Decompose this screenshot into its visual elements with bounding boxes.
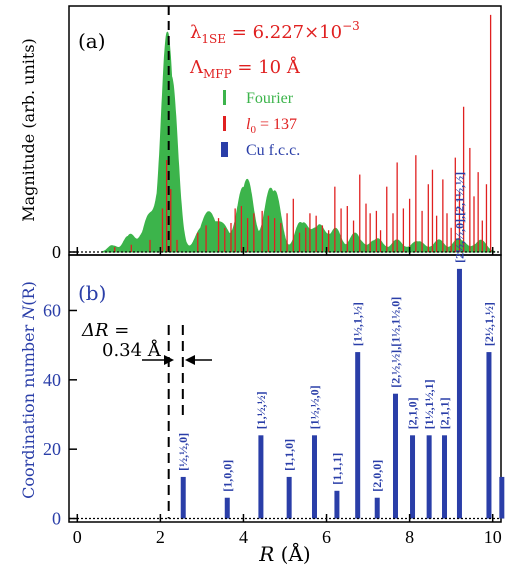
coordination-bar [410,435,416,519]
ylabel-italic: N [19,305,38,321]
panel-a-y-axis-label: Magnitude (arb. units) [19,38,38,222]
shell-label: [2,1,1] [438,397,452,429]
panel-a-x-ticks [76,247,494,255]
coordination-bar [499,476,505,519]
panel-b-y-tick-label: 40 [43,370,61,390]
x-axis-label: R (Å) [258,541,310,566]
mfp-value: = 10 Å [232,56,301,78]
coordination-bar [180,476,186,519]
coordination-bar [374,497,380,519]
panel-b-x-ticks: 0 2 4 6 8 10 [73,514,502,547]
lambda-value: = 6.227×10 [226,22,342,43]
panel-a-y-ticks: 0 [52,242,77,262]
lambda-symbol: λ [190,22,201,43]
legend-l0-main: l [246,116,251,133]
legend-swatch-cu [221,142,228,157]
panel-b-x-tick-label: 8 [405,527,414,547]
legend-swatch-fourier [223,90,226,105]
panel-b-label: (b) [78,281,106,305]
panel-b-x-tick-label: 4 [239,527,248,547]
lambda-subscript: 1SE [201,32,226,46]
legend: Fourier l0 = 137 Cu f.c.c. [221,90,300,159]
panel-b-y-tick-label: 60 [43,300,61,320]
delta-r-label-line1: ΔR = [81,320,129,341]
fourier-area [101,31,496,253]
lambda-exponent: −3 [342,19,360,33]
legend-l0-rest: = 137 [256,116,297,133]
panel-b-x-tick-label: 10 [484,527,502,547]
panel-a-y-tick-label: 0 [52,242,61,262]
fourier-series [101,31,496,253]
coordination-bar [442,435,448,519]
coordination-bar [258,435,264,519]
panel-b-y-tick-label: 20 [43,439,61,459]
mfp-subscript: MFP [203,67,232,81]
coordination-bars [180,268,505,519]
right-arrow-head [185,355,195,365]
panel-b-x-tick-label: 6 [322,527,331,547]
shell-labels: [½,½,0] [1,0,0] [1,½,½] [1,1,0] [1½,½,0] [1,1… [176,172,496,492]
panel-b-y-tick-label: 0 [52,509,61,529]
xlabel-rest: (Å) [274,541,310,566]
panel-b-frame [68,254,502,523]
panel-b-x-tick-label: 2 [156,527,165,547]
legend-label-fourier: Fourier [246,90,294,107]
shell-label: [2½,½,0],[2,1½,½] [452,172,466,263]
legend-l0-sub: 0 [250,124,256,136]
shell-label: [1½,½,0] [307,385,321,429]
shell-label: [1½,1½,1] [422,379,436,429]
shell-label: [2,1,0] [406,397,420,429]
lambda-annotation: λ1SE = 6.227×10−3 [190,19,360,46]
delta-r-arrows [142,355,212,365]
panel-b: [½,½,0] [1,0,0] [1,½,½] [1,1,0] [1½,½,0] [1,1… [19,172,505,566]
shell-label: [2½,1,½] [482,302,496,346]
coordination-bar [355,352,361,519]
shell-label: [1,½,½] [254,391,268,429]
mfp-annotation: ΛMFP = 10 Å [189,56,301,81]
shell-label: [2,0,0] [370,460,384,492]
legend-swatch-l0 [223,116,226,131]
shell-label: [2,½,½],[1½,1½,0] [388,297,402,388]
coordination-bar [486,352,492,519]
xlabel-italic: R [258,542,274,566]
l0-series [114,14,492,252]
shell-label: [1,0,0] [220,460,234,492]
legend-label-l0: l0 = 137 [246,116,297,136]
coordination-bar [311,435,317,519]
coordination-bar [456,268,462,519]
mfp-symbol: Λ [189,57,204,78]
ylabel-pre: Coordination number [19,320,38,499]
ylabel-post: (R) [19,281,38,306]
left-arrow-head [164,355,174,365]
panel-a-label: (a) [78,29,106,53]
shell-label: [1½,1,½] [351,302,365,346]
delta-r-label-line2: 0.34 Å [102,339,162,361]
shell-label: [1,1,1] [330,453,344,485]
coordination-bar [224,497,230,519]
panel-b-y-axis-label: Coordination number N(R) [19,281,38,499]
coordination-bar [334,490,340,519]
panel-a: 0 (a) λ1SE = 6.227×10−3 ΛMFP = 10 Å Four… [19,5,502,262]
coordination-bar [392,393,398,519]
coordination-bar [426,435,432,519]
panel-b-x-tick-label: 0 [73,527,82,547]
shell-label: [½,½,0] [176,433,190,471]
legend-label-cu: Cu f.c.c. [246,142,300,159]
panel-b-y-ticks: 0 20 40 60 [43,300,77,529]
shell-label: [1,1,0] [282,439,296,471]
coordination-bar [286,476,292,519]
